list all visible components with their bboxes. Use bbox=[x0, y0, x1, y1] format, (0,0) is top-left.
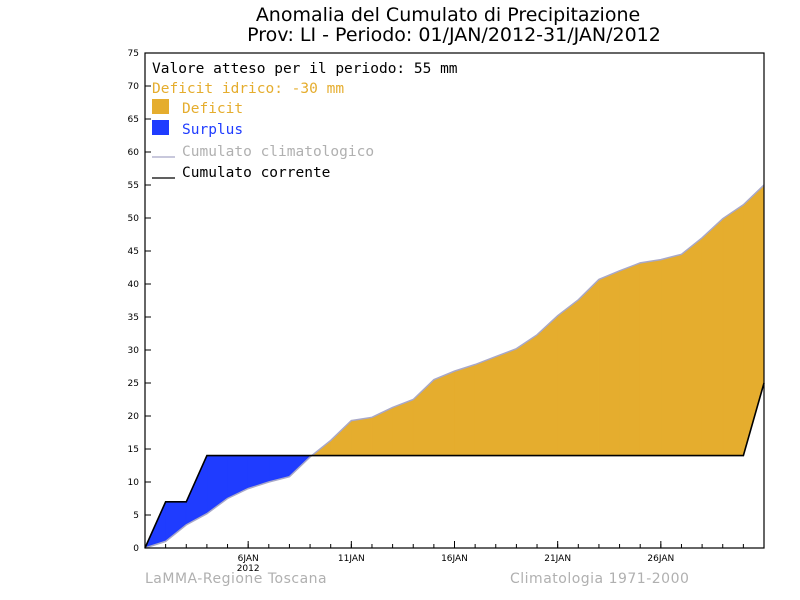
climatological-cumulative-line bbox=[144, 184, 765, 549]
climatological-label: Cumulato climatologico bbox=[182, 144, 374, 160]
deficit-area bbox=[557, 299, 579, 456]
deficit-area bbox=[619, 262, 641, 456]
x-tick-label: 21JAN bbox=[544, 554, 571, 564]
y-tick-label: 75 bbox=[128, 49, 139, 59]
y-tick-label: 35 bbox=[128, 313, 139, 323]
chart-title: Anomalia del Cumulato di Precipitazione bbox=[256, 4, 640, 26]
y-tick-label: 40 bbox=[128, 280, 140, 290]
deficit-area bbox=[412, 378, 435, 456]
surplus-area bbox=[185, 455, 208, 526]
current-label: Cumulato corrente bbox=[182, 165, 330, 181]
y-tick-label: 55 bbox=[128, 181, 139, 191]
deficit-area bbox=[743, 184, 765, 456]
footer-climatology: Climatologia 1971-2000 bbox=[510, 571, 689, 587]
y-tick-label: 30 bbox=[128, 346, 140, 356]
deficit-note-text: Deficit idrico: -30 mm bbox=[152, 81, 344, 97]
current-cumulative-line bbox=[144, 382, 765, 549]
deficit-label: Deficit bbox=[182, 101, 243, 117]
deficit-area bbox=[639, 259, 662, 456]
y-axis: 0 5 10 15 20 25 30 35 40 45 50 55 60 65 70 75 bbox=[128, 49, 151, 554]
deficit-area bbox=[598, 270, 620, 456]
y-tick-label: 15 bbox=[128, 445, 139, 455]
deficit-area bbox=[351, 416, 373, 456]
cumulative-lines bbox=[144, 184, 765, 549]
deficit-area bbox=[722, 204, 744, 456]
deficit-area bbox=[660, 253, 682, 456]
y-tick-label: 20 bbox=[128, 412, 140, 422]
y-tick-label: 5 bbox=[133, 511, 139, 521]
chart-subtitle: Prov: LI - Periodo: 01/JAN/2012-31/JAN/2… bbox=[247, 24, 661, 46]
surplus-area bbox=[227, 455, 249, 499]
expected-value-text: Valore atteso per il periodo: 55 mm bbox=[152, 61, 458, 77]
deficit-area bbox=[371, 406, 393, 456]
y-tick-label: 10 bbox=[128, 478, 140, 488]
deficit-area bbox=[495, 348, 517, 456]
deficit-area bbox=[681, 237, 703, 456]
deficit-area bbox=[433, 370, 455, 456]
deficit-area bbox=[577, 278, 600, 456]
y-tick-label: 25 bbox=[128, 379, 139, 389]
deficit-area bbox=[454, 364, 476, 456]
y-tick-label: 60 bbox=[128, 148, 140, 158]
surplus-area bbox=[165, 501, 187, 543]
surplus-area bbox=[206, 455, 228, 515]
x-tick-label: 6JAN bbox=[238, 554, 259, 564]
legend: Valore atteso per il periodo: 55 mm Defi… bbox=[152, 61, 458, 181]
y-tick-label: 70 bbox=[128, 82, 140, 92]
surplus-label: Surplus bbox=[182, 122, 243, 138]
y-tick-label: 50 bbox=[128, 214, 140, 224]
x-tick-label: 26JAN bbox=[647, 554, 674, 564]
x-tick-label: 11JAN bbox=[338, 554, 365, 564]
x-tick-label: 16JAN bbox=[441, 554, 468, 564]
deficit-area bbox=[516, 334, 538, 456]
surplus-swatch bbox=[152, 120, 169, 135]
deficit-area bbox=[701, 217, 724, 456]
y-tick-label: 0 bbox=[133, 544, 139, 554]
deficit-swatch bbox=[152, 99, 169, 114]
deficit-area bbox=[474, 356, 497, 456]
deficit-area bbox=[536, 314, 558, 456]
x-tick-sublabel: 2012 bbox=[237, 564, 260, 574]
deficit-area bbox=[392, 399, 414, 456]
y-tick-label: 45 bbox=[128, 247, 139, 257]
footer-source: LaMMA-Regione Toscana bbox=[145, 571, 327, 587]
anomaly-areas bbox=[144, 184, 765, 549]
y-tick-label: 65 bbox=[128, 115, 139, 125]
